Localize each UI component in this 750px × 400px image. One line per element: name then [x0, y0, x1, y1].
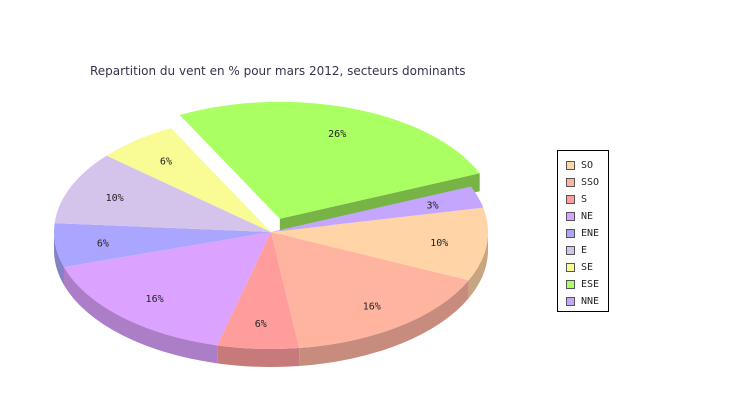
slice-label-s: 6%: [255, 319, 267, 330]
slice-label-ne: 16%: [146, 294, 164, 305]
chart-title: Repartition du vent en % pour mars 2012,…: [90, 64, 466, 78]
pie-slice-sso[interactable]: [271, 232, 469, 349]
legend-label-e: E: [581, 245, 588, 256]
legend-item-ene: ENE: [566, 225, 608, 242]
legend-swatch-ne: [566, 212, 575, 221]
legend-item-so: SO: [566, 157, 608, 174]
pie-slice-se[interactable]: [106, 128, 272, 232]
legend-label-se: SE: [581, 262, 594, 273]
legend: SO SSO S NE ENE E SE ESE NNE: [557, 150, 609, 312]
slice-label-e: 10%: [106, 193, 124, 204]
legend-item-ese: ESE: [566, 276, 608, 293]
pie-slice-ene[interactable]: [54, 223, 272, 268]
legend-item-ne: NE: [566, 208, 608, 225]
pie-side-s: [217, 345, 300, 367]
legend-swatch-e: [566, 246, 575, 255]
legend-label-nne: NNE: [581, 296, 600, 307]
pie-side-sso: [299, 280, 469, 367]
legend-swatch-nne: [566, 297, 575, 306]
slice-label-ene: 6%: [97, 238, 109, 249]
pie-slice-ne[interactable]: [63, 232, 272, 346]
legend-swatch-ese: [566, 280, 575, 289]
slice-label-sso: 16%: [363, 301, 381, 312]
legend-swatch-sso: [566, 178, 575, 187]
pie-slice-so[interactable]: [271, 207, 488, 281]
legend-label-ese: ESE: [581, 279, 600, 290]
legend-swatch-s: [566, 195, 575, 204]
slice-label-so: 10%: [430, 238, 448, 249]
pie-side-so: [468, 232, 488, 299]
legend-label-sso: SSO: [581, 177, 600, 188]
legend-item-sso: SSO: [566, 174, 608, 191]
pie-slice-nne[interactable]: [271, 186, 484, 232]
legend-swatch-se: [566, 263, 575, 272]
pie-side-ne: [63, 267, 218, 364]
pie-side-ene: [54, 232, 64, 286]
legend-item-se: SE: [566, 259, 608, 276]
legend-item-s: S: [566, 191, 608, 208]
slice-label-ese: 26%: [328, 129, 346, 140]
legend-item-nne: NNE: [566, 293, 608, 310]
slice-label-se: 6%: [160, 156, 172, 167]
legend-swatch-ene: [566, 229, 575, 238]
legend-item-e: E: [566, 242, 608, 259]
pie-slice-e[interactable]: [54, 155, 272, 232]
legend-label-s: S: [581, 194, 588, 205]
pie-slice-ese[interactable]: [179, 101, 480, 219]
pie-slice-s[interactable]: [217, 232, 300, 349]
legend-swatch-so: [566, 161, 575, 170]
legend-label-ne: NE: [581, 211, 594, 222]
slice-label-nne: 3%: [426, 201, 438, 212]
legend-label-ene: ENE: [581, 228, 600, 239]
legend-label-so: SO: [581, 160, 594, 171]
